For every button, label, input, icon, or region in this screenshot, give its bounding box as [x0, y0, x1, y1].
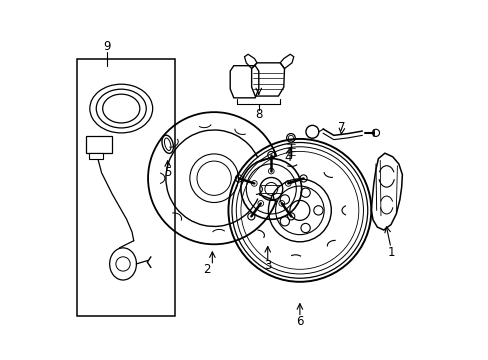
Text: 3: 3: [264, 259, 271, 272]
Text: 5: 5: [163, 166, 171, 179]
Text: 2: 2: [203, 263, 210, 276]
Text: 6: 6: [296, 315, 303, 328]
Text: 1: 1: [387, 246, 395, 258]
Text: 8: 8: [255, 108, 262, 121]
Bar: [89, 153, 102, 159]
Text: 9: 9: [103, 40, 110, 53]
Bar: [85, 136, 112, 153]
Bar: [77, 59, 175, 316]
Text: 7: 7: [337, 121, 345, 134]
Text: 4: 4: [284, 151, 292, 165]
